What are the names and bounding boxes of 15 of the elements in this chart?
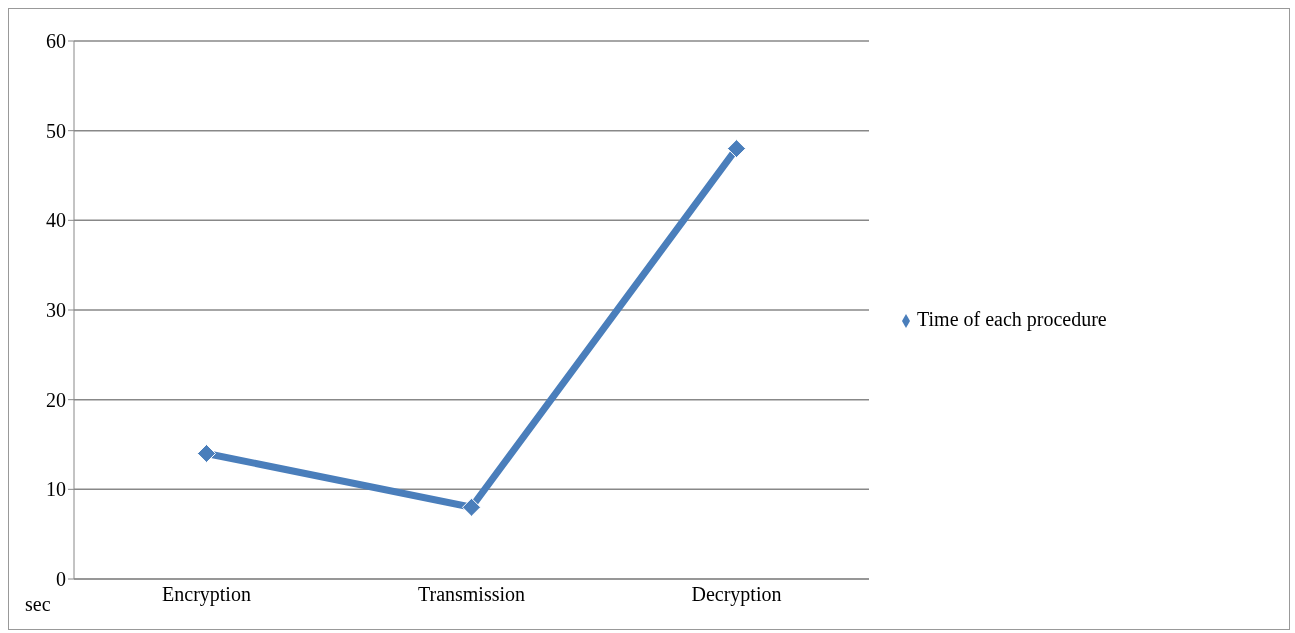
legend-label: Time of each procedure [917,307,1107,330]
y-axis-title: sec [25,593,51,616]
y-tick-label: 60 [46,30,66,53]
y-tick-label: 30 [46,299,66,322]
y-tick-label: 40 [46,209,66,232]
x-tick-label: Transmission [417,583,526,606]
y-tick-label: 20 [46,388,66,411]
point [727,139,746,159]
y-tick-label: 0 [56,568,66,591]
x-tick-label: Encryption [162,583,251,607]
y-tick-label: 50 [46,119,66,142]
point [197,443,216,463]
point [462,497,481,517]
y-tick-label: 10 [46,478,66,501]
x-tick-label: Decryption [691,583,782,607]
